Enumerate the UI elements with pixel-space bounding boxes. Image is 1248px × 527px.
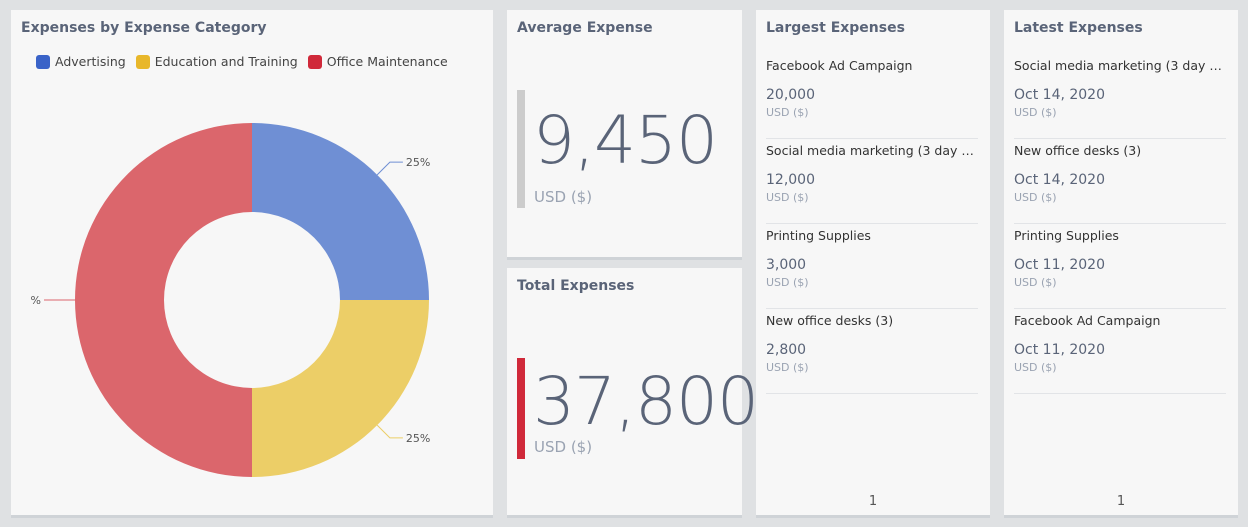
item-date: Oct 14, 2020	[1014, 172, 1105, 188]
item-unit: USD ($)	[1014, 361, 1057, 374]
page-number[interactable]: 1	[868, 494, 878, 509]
item-unit: USD ($)	[1014, 106, 1057, 119]
list-item[interactable]: Facebook Ad Campaign 20,000 USD ($)	[766, 54, 978, 139]
item-name: New office desks (3)	[766, 313, 894, 328]
latest-expenses-card: Latest Expenses Social media marketing (…	[1004, 10, 1238, 518]
total-expenses-card: Total Expenses 37,800 USD ($)	[507, 268, 759, 518]
card-title: Latest Expenses	[1014, 20, 1143, 36]
item-date: Oct 11, 2020	[1014, 342, 1105, 358]
item-name: Facebook Ad Campaign	[1014, 313, 1161, 328]
list-item[interactable]: Printing Supplies 3,000 USD ($)	[766, 224, 978, 309]
legend-item-education[interactable]: Education and Training	[135, 54, 298, 69]
item-value: 20,000	[766, 87, 815, 103]
list-item[interactable]: Printing Supplies Oct 11, 2020 USD ($)	[1014, 224, 1226, 309]
item-date: Oct 11, 2020	[1014, 257, 1105, 273]
legend-swatch	[135, 54, 150, 69]
legend-swatch	[307, 54, 322, 69]
data-label: 50%	[30, 294, 41, 307]
item-unit: USD ($)	[1014, 191, 1057, 204]
kpi-accent-bar	[517, 90, 525, 208]
legend-label: Office Maintenance	[326, 54, 448, 69]
kpi-unit: USD ($)	[534, 438, 593, 456]
item-unit: USD ($)	[1014, 276, 1057, 289]
item-unit: USD ($)	[766, 191, 809, 204]
data-label: 25%	[406, 432, 430, 445]
item-name: Printing Supplies	[766, 228, 871, 243]
card-title: Largest Expenses	[766, 20, 905, 36]
page-number[interactable]: 1	[1116, 494, 1126, 509]
card-title: Average Expense	[517, 20, 653, 36]
item-date: Oct 14, 2020	[1014, 87, 1105, 103]
kpi-accent-bar	[517, 358, 525, 459]
list-item[interactable]: New office desks (3) 2,800 USD ($)	[766, 309, 978, 394]
item-value: 12,000	[766, 172, 815, 188]
donut-slice-education-and-training[interactable]	[252, 300, 429, 477]
expenses-by-category-card: Expenses by Expense Category Advertising…	[11, 10, 493, 518]
kpi-value: 9,450	[533, 102, 718, 179]
legend-label: Advertising	[55, 54, 126, 69]
list-item[interactable]: Social media marketing (3 day training) 1…	[766, 139, 978, 224]
item-unit: USD ($)	[766, 106, 809, 119]
legend-item-office-maintenance[interactable]: Office Maintenance	[307, 54, 448, 69]
kpi-unit: USD ($)	[534, 188, 593, 206]
item-unit: USD ($)	[766, 361, 809, 374]
average-expense-card: Average Expense 9,450 USD ($)	[507, 10, 742, 260]
item-name: Facebook Ad Campaign	[766, 58, 913, 73]
donut-slice-office-maintenance[interactable]	[75, 123, 252, 477]
item-unit: USD ($)	[766, 276, 809, 289]
list-item[interactable]: Social media marketing (3 day training) O…	[1014, 54, 1226, 139]
list-item[interactable]: New office desks (3) Oct 14, 2020 USD ($)	[1014, 139, 1226, 224]
label-leader-line	[376, 161, 403, 176]
largest-expenses-card: Largest Expenses Facebook Ad Campaign 20,…	[756, 10, 990, 518]
legend-swatch	[36, 54, 50, 69]
item-name: Social media marketing (3 day training)	[766, 143, 978, 158]
legend-label: Education and Training	[154, 54, 298, 69]
item-name: New office desks (3)	[1014, 143, 1142, 158]
card-title: Expenses by Expense Category	[21, 20, 267, 36]
list-item[interactable]: Facebook Ad Campaign Oct 11, 2020 USD ($)	[1014, 309, 1226, 394]
kpi-value: 37,800	[533, 363, 759, 440]
card-title: Total Expenses	[517, 278, 635, 294]
item-name: Printing Supplies	[1014, 228, 1119, 243]
chart-legend: Advertising Education and Training Offic…	[36, 54, 448, 69]
label-leader-line	[376, 424, 403, 439]
donut-slice-advertising[interactable]	[252, 123, 429, 300]
data-label: 25%	[406, 156, 430, 169]
item-name: Social media marketing (3 day training)	[1014, 58, 1226, 73]
item-value: 3,000	[766, 257, 807, 273]
legend-item-advertising[interactable]: Advertising	[36, 54, 126, 69]
donut-chart: 25% 25% 50%	[30, 123, 430, 477]
item-value: 2,800	[766, 342, 807, 358]
